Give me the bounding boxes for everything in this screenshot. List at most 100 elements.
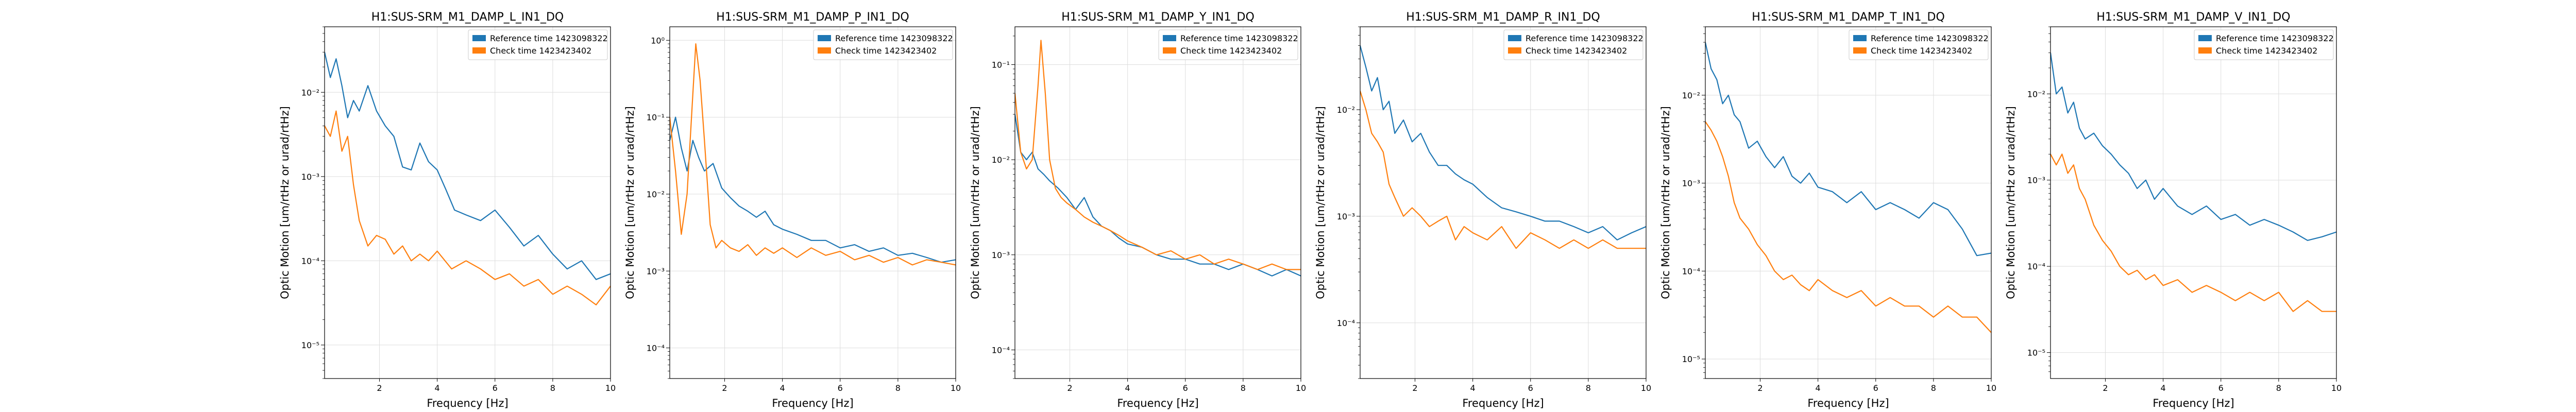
legend-label-reference: Reference time 1423098322 [1871,33,1989,43]
y-tick-label: 10⁻² [301,88,319,97]
plot-frame [1360,26,1647,379]
x-axis-label: Frequency [Hz] [1807,397,1889,409]
y-tick-label: 10⁻² [1337,105,1355,115]
chart-title: H1:SUS-SRM_M1_DAMP_L_IN1_DQ [371,11,564,24]
y-tick-label: 10⁻¹ [992,60,1010,70]
y-tick-label: 10⁰ [651,36,665,45]
series-line-check [325,110,611,306]
x-axis-label: Frequency [Hz] [1462,397,1544,409]
legend-swatch-check [472,47,486,54]
legend-label-check: Check time 1423423402 [835,46,937,56]
legend-swatch-check [2198,47,2212,54]
x-tick-label: 10 [1641,383,1651,393]
legend-box [468,29,608,60]
y-tick-label: 10⁻³ [301,172,319,182]
x-tick-label: 6 [1873,383,1878,393]
x-axis-label: Frequency [Hz] [427,397,508,409]
plot-frame [2050,26,2337,379]
series-line-check [2050,153,2336,312]
legend: Reference time 1423098322 Check time 1423… [1158,29,1298,60]
legend-swatch-reference [1853,35,1867,41]
chart-title: H1:SUS-SRM_M1_DAMP_V_IN1_DQ [2096,11,2290,24]
chart-panel-6: 2 4 6 8 10 10⁻⁵ 10⁻⁴ 10⁻³ 10⁻² H1:SUS-SRM_M1_DAMP… [2005,11,2342,409]
series-line-check [1015,40,1301,270]
x-tick-label: 4 [780,383,785,393]
x-tick-label: 2 [1067,383,1072,393]
x-tick-label: 8 [895,383,901,393]
legend: Reference time 1423098322 Check time 1423… [1503,29,1643,60]
legend-label-reference: Reference time 1423098322 [2216,33,2334,43]
x-tick-label: 8 [550,383,555,393]
chart-panel-4: 2 4 6 8 10 10⁻⁴ 10⁻³ 10⁻² H1:SUS-SRM_M1_DAMP_R_I… [1314,11,1651,409]
legend-swatch-reference [472,35,486,41]
series-line-reference [2050,53,2336,241]
y-tick-label: 10⁻⁵ [2027,348,2045,358]
legend-swatch-check [1508,47,1521,54]
chart-panel-3: 2 4 6 8 10 10⁻⁴ 10⁻³ 10⁻² 10⁻¹ H1:SUS-SRM_M1_DAMP… [969,11,1306,409]
y-tick-label: 10⁻⁴ [301,256,319,266]
x-tick-label: 2 [1412,383,1417,393]
x-tick-label: 6 [1528,383,1533,393]
legend-swatch-reference [1508,35,1521,41]
plot-frame [1705,26,1992,379]
legend-label-reference: Reference time 1423098322 [835,33,953,43]
x-tick-label: 4 [1470,383,1476,393]
y-axis-label: Optic Motion [um/rtHz or urad/rtHz] [1314,106,1327,299]
legend-label-check: Check time 1423423402 [1180,46,1282,56]
x-tick-label: 10 [2331,383,2342,393]
x-tick-label: 10 [605,383,616,393]
y-axis-label: Optic Motion [um/rtHz or urad/rtHz] [1659,106,1672,299]
legend-box [2194,29,2334,60]
y-tick-label: 10⁻⁴ [1337,318,1355,328]
plot-area [1015,27,1301,379]
x-tick-label: 6 [1183,383,1188,393]
y-axis-label: Optic Motion [um/rtHz or urad/rtHz] [969,106,981,299]
y-tick-label: 10⁻⁵ [1682,354,1700,364]
x-tick-label: 6 [2218,383,2224,393]
y-axis-label: Optic Motion [um/rtHz or urad/rtHz] [624,106,636,299]
x-tick-label: 4 [1125,383,1130,393]
series-line-reference [1705,42,1991,256]
legend-swatch-reference [2198,35,2212,41]
chart-title: H1:SUS-SRM_M1_DAMP_T_IN1_DQ [1752,11,1945,24]
chart-title: H1:SUS-SRM_M1_DAMP_P_IN1_DQ [716,11,909,24]
x-tick-label: 6 [493,383,498,393]
x-tick-label: 2 [377,383,382,393]
x-tick-label: 6 [838,383,843,393]
y-tick-label: 10⁻³ [992,250,1010,260]
chart-panel-5: 2 4 6 8 10 10⁻⁵ 10⁻⁴ 10⁻³ 10⁻² H1:SUS-SRM_M1_DAMP… [1659,11,1996,409]
legend-swatch-reference [818,35,831,41]
y-tick-label: 10⁻³ [647,266,665,276]
series-line-check [1705,121,1991,333]
legend-box [1158,29,1298,60]
x-axis-label: Frequency [Hz] [772,397,853,409]
legend-label-check: Check time 1423423402 [1526,46,1627,56]
x-axis-label: Frequency [Hz] [1117,397,1198,409]
legend-label-reference: Reference time 1423098322 [1180,33,1298,43]
legend: Reference time 1423098322 Check time 1423… [2194,29,2334,60]
legend-box [1503,29,1643,60]
legend: Reference time 1423098322 Check time 1423… [468,29,608,60]
x-tick-label: 10 [1296,383,1306,393]
chart-title: H1:SUS-SRM_M1_DAMP_R_IN1_DQ [1406,11,1600,24]
x-tick-label: 4 [2161,383,2166,393]
legend-label-reference: Reference time 1423098322 [1526,33,1643,43]
series-line-check [670,43,956,266]
y-tick-label: 10⁻¹ [647,113,665,123]
y-tick-label: 10⁻³ [1337,212,1355,221]
legend-swatch-check [818,47,831,54]
y-tick-label: 10⁻⁴ [992,345,1010,355]
plot-area [670,27,956,379]
plot-area [2050,27,2336,379]
series-line-reference [1360,45,1646,241]
legend-label-check: Check time 1423423402 [2216,46,2317,56]
legend-label-check: Check time 1423423402 [490,46,591,56]
x-tick-label: 8 [2276,383,2281,393]
x-tick-label: 4 [1816,383,1821,393]
chart-title: H1:SUS-SRM_M1_DAMP_Y_IN1_DQ [1061,11,1255,24]
x-tick-label: 8 [1586,383,1591,393]
x-tick-label: 4 [435,383,440,393]
series-line-reference [1015,114,1301,277]
legend-swatch-check [1163,47,1176,54]
